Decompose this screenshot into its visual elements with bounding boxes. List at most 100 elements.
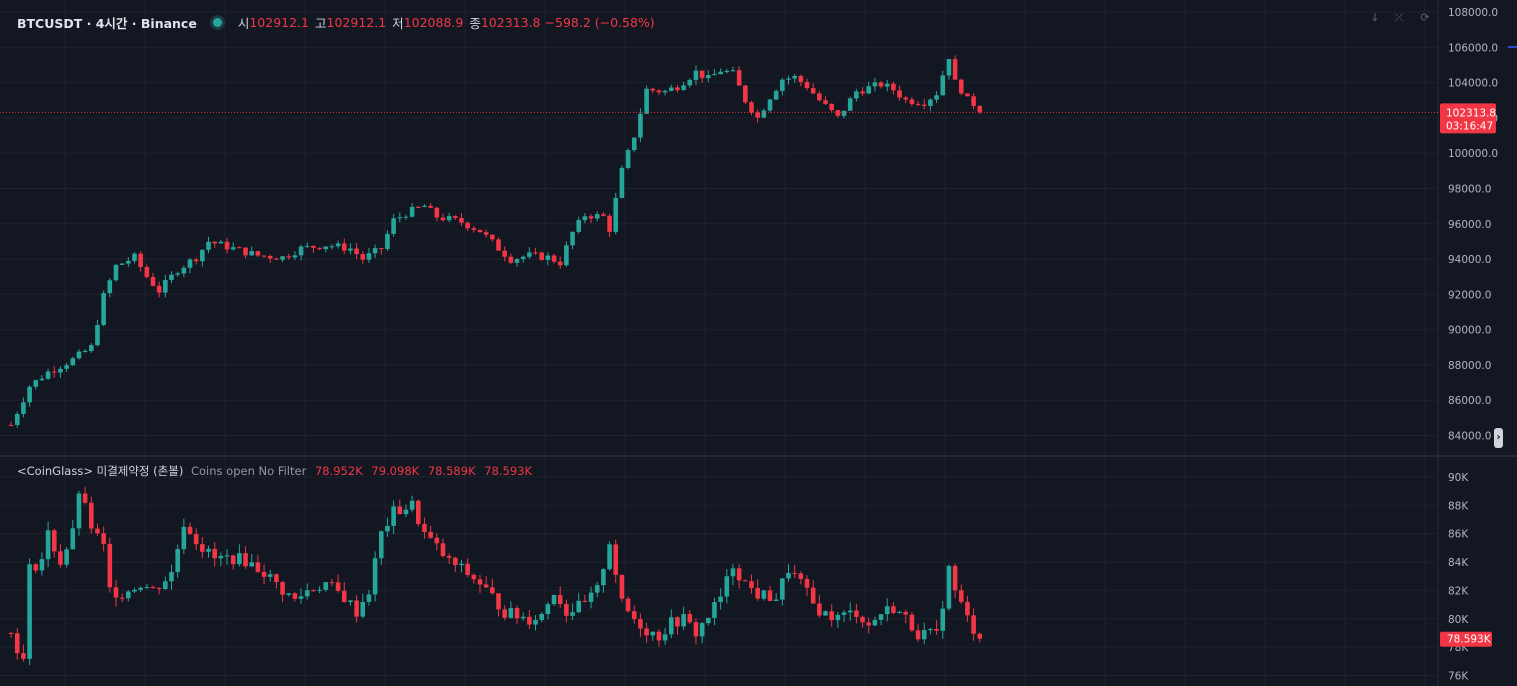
candle-body bbox=[792, 572, 797, 574]
candle-body bbox=[132, 589, 137, 592]
candle-body bbox=[928, 99, 933, 106]
candle-body bbox=[88, 502, 94, 529]
chevron-right-icon[interactable]: › bbox=[1494, 428, 1503, 448]
candle-body bbox=[446, 216, 452, 221]
candle-body bbox=[409, 206, 415, 217]
candle-body bbox=[261, 571, 267, 577]
candle-body bbox=[786, 572, 791, 579]
candle-body bbox=[261, 255, 267, 257]
candle-body bbox=[8, 632, 14, 634]
candle-body bbox=[884, 606, 890, 615]
candle-body bbox=[761, 110, 767, 118]
collapse-pane-icon[interactable]: ⤫ bbox=[1394, 11, 1404, 24]
candle-body bbox=[391, 218, 396, 234]
candle-body bbox=[490, 234, 495, 240]
candle-body bbox=[829, 103, 834, 111]
candle-body bbox=[304, 590, 310, 597]
candle-body bbox=[138, 253, 143, 268]
candle-body bbox=[755, 588, 760, 599]
candle-body bbox=[650, 631, 656, 636]
candle-body bbox=[21, 653, 26, 659]
y-tick-label: 106000.0 bbox=[1448, 42, 1498, 54]
candle-body bbox=[712, 74, 717, 76]
candle-body bbox=[662, 90, 668, 93]
candle-body bbox=[835, 110, 841, 116]
arrow-down-icon[interactable]: ↓ bbox=[1370, 11, 1380, 24]
candle-body bbox=[687, 614, 693, 623]
candle-body bbox=[773, 90, 779, 100]
last-price-badge bbox=[1440, 103, 1496, 134]
candle-body bbox=[280, 582, 285, 595]
candle-body bbox=[113, 264, 119, 281]
candle-body bbox=[477, 579, 483, 585]
candle-body bbox=[243, 247, 248, 256]
indicator-high: 79.098K bbox=[371, 464, 420, 478]
candle-body bbox=[459, 563, 464, 566]
candle-body bbox=[564, 603, 569, 616]
candle-body bbox=[502, 250, 507, 257]
candle-body bbox=[354, 248, 359, 255]
candle-body bbox=[588, 216, 594, 219]
candle-body bbox=[613, 544, 619, 575]
candle-body bbox=[866, 622, 872, 626]
symbol-title[interactable]: BTCUSDT · 4시간 · Binance bbox=[17, 16, 197, 31]
candle-body bbox=[39, 559, 45, 571]
y-tick-label: 104000.0 bbox=[1448, 78, 1498, 90]
refresh-icon[interactable]: ⟳ bbox=[1420, 11, 1430, 24]
indicator-title[interactable]: <CoinGlass> 미결제약정 (촌볼) bbox=[17, 464, 184, 478]
candle-body bbox=[767, 99, 773, 111]
candle-body bbox=[397, 217, 403, 219]
candle-body bbox=[872, 619, 878, 626]
candle-body bbox=[594, 214, 600, 219]
candle-body bbox=[378, 531, 384, 559]
candle-body bbox=[70, 528, 76, 550]
candle-body bbox=[656, 90, 662, 93]
y-tick-label: 90000.0 bbox=[1448, 325, 1491, 337]
candle-body bbox=[335, 582, 341, 591]
candle-body bbox=[699, 623, 705, 637]
market-status-icon[interactable] bbox=[212, 18, 222, 27]
candle-body bbox=[946, 565, 952, 609]
candle-body bbox=[730, 70, 736, 72]
candle-body bbox=[416, 206, 421, 208]
candle-body bbox=[416, 500, 421, 524]
candle-body bbox=[169, 274, 174, 281]
candle-body bbox=[897, 90, 902, 98]
candle-body bbox=[786, 78, 791, 80]
candle-body bbox=[527, 252, 532, 257]
candle-body bbox=[835, 614, 841, 621]
candle-body bbox=[909, 99, 915, 105]
candle-body bbox=[101, 533, 106, 544]
candle-body bbox=[224, 241, 230, 250]
candle-body bbox=[329, 582, 335, 584]
candle-body bbox=[619, 167, 625, 198]
candle-body bbox=[823, 100, 828, 104]
candle-body bbox=[175, 549, 180, 573]
candle-body bbox=[459, 218, 464, 223]
y-tick-label: 84000.0 bbox=[1448, 431, 1491, 443]
candle-body bbox=[884, 83, 890, 87]
candle-body bbox=[107, 280, 113, 294]
y-tick-label: 86000.0 bbox=[1448, 395, 1491, 407]
candle-body bbox=[113, 587, 119, 598]
candle-body bbox=[539, 252, 545, 260]
candle-body bbox=[712, 602, 717, 618]
candle-body bbox=[422, 205, 427, 208]
y-tick-label: 84K bbox=[1448, 557, 1469, 569]
candle-body bbox=[70, 358, 76, 366]
candle-body bbox=[385, 525, 390, 532]
candle-body bbox=[625, 598, 631, 612]
indicator-subtitle: Coins open No Filter bbox=[190, 464, 307, 478]
candle-body bbox=[471, 574, 477, 580]
candle-body bbox=[440, 543, 446, 557]
candle-body bbox=[743, 580, 748, 582]
candle-body bbox=[372, 558, 378, 595]
candle-body bbox=[958, 590, 964, 602]
y-tick-label: 108000.0 bbox=[1448, 7, 1498, 19]
candle-body bbox=[126, 591, 131, 599]
candle-body bbox=[107, 543, 113, 588]
candle-body bbox=[619, 574, 625, 599]
candle-body bbox=[490, 587, 495, 594]
candle-body bbox=[940, 75, 946, 96]
